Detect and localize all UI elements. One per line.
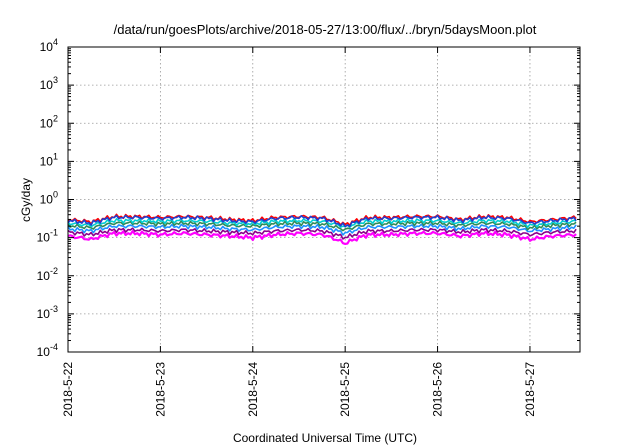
y-tick-label: 104 [40, 37, 58, 54]
y-tick-label: 101 [40, 151, 58, 168]
x-tick-label: 2018-5-27 [523, 362, 537, 417]
y-tick-label: 10-4 [37, 342, 58, 359]
y-tick-label: 10-3 [37, 304, 58, 321]
y-tick-label: 102 [40, 113, 58, 130]
x-axis-title: Coordinated Universal Time (UTC) [233, 431, 417, 445]
y-tick-label: 103 [40, 75, 58, 92]
y-axis-title: cGy/day [19, 178, 33, 222]
series-line-4 [67, 220, 577, 232]
series-line-7 [67, 214, 577, 228]
x-tick-label: 2018-5-25 [338, 362, 352, 417]
series-line-6 [68, 213, 577, 227]
y-tick-labels: 10-4 10-3 10-2 10-1 100 101 102 103 104 [37, 37, 58, 359]
series-line-5 [67, 217, 577, 229]
x-tick-label: 2018-5-23 [153, 362, 167, 417]
chart-title: /data/run/goesPlots/archive/2018-05-27/1… [114, 22, 537, 37]
grid [68, 47, 580, 352]
x-tick-label: 2018-5-26 [431, 362, 445, 417]
y-tick-label: 10-1 [37, 228, 58, 245]
series-line-1 [67, 230, 577, 245]
y-tick-label: 10-2 [37, 266, 58, 283]
y-tick-label: 100 [40, 190, 58, 207]
x-tick-labels: 2018-5-22 2018-5-23 2018-5-24 2018-5-25 2018… [61, 362, 537, 417]
series-line-3 [67, 223, 577, 236]
axis-ticks [67, 46, 580, 353]
x-tick-label: 2018-5-24 [246, 362, 260, 417]
x-tick-label: 2018-5-22 [61, 362, 75, 417]
series-line-2 [67, 227, 577, 240]
series-layer [67, 213, 577, 245]
